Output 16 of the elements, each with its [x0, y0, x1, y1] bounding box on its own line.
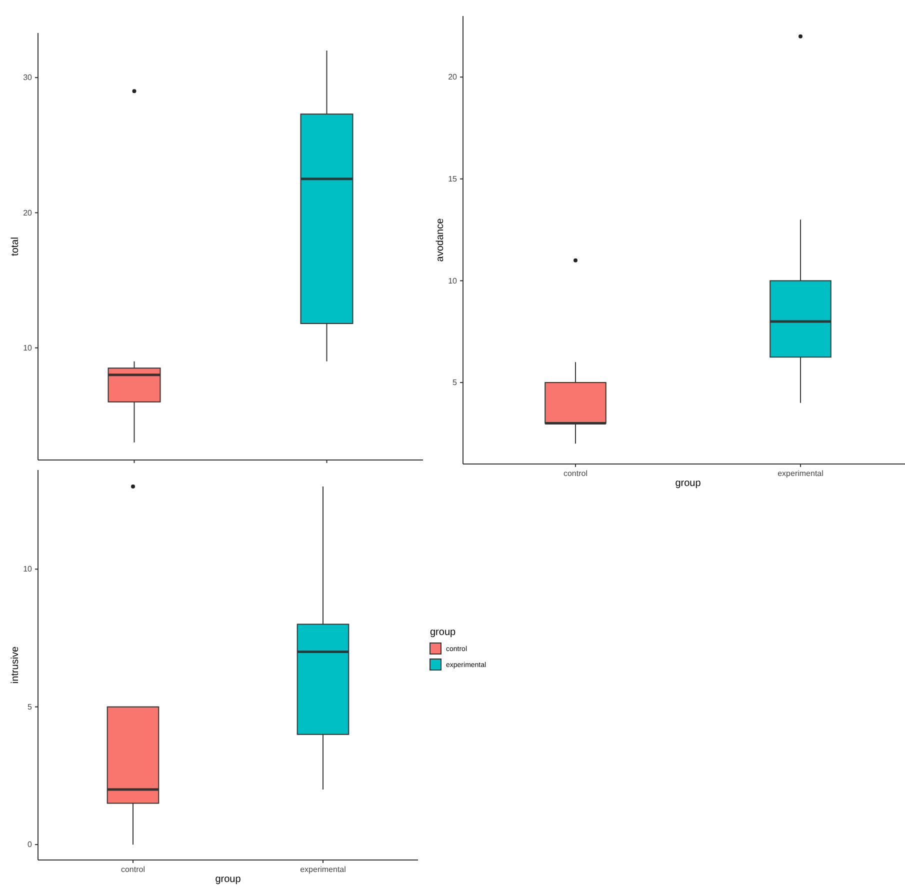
y-tick-label: 10	[23, 343, 33, 352]
legend-title: group	[430, 627, 456, 638]
y-tick-label: 0	[28, 840, 33, 850]
y-tick-label: 5	[28, 702, 33, 712]
y-tick-label: 30	[23, 73, 33, 82]
y-axis-title: avodance	[435, 218, 446, 262]
y-tick-label: 5	[452, 378, 458, 388]
x-axis-title: group	[215, 874, 242, 885]
y-axis-title: intrusive	[10, 646, 21, 684]
y-tick-label: 10	[23, 564, 33, 574]
y-axis-title: total	[10, 237, 21, 256]
y-tick-label: 20	[448, 72, 458, 82]
y-tick-label: 20	[23, 208, 33, 218]
y-tick-label: 10	[448, 276, 458, 286]
y-tick-label: 15	[448, 174, 458, 184]
x-axis-title: group	[675, 478, 702, 489]
